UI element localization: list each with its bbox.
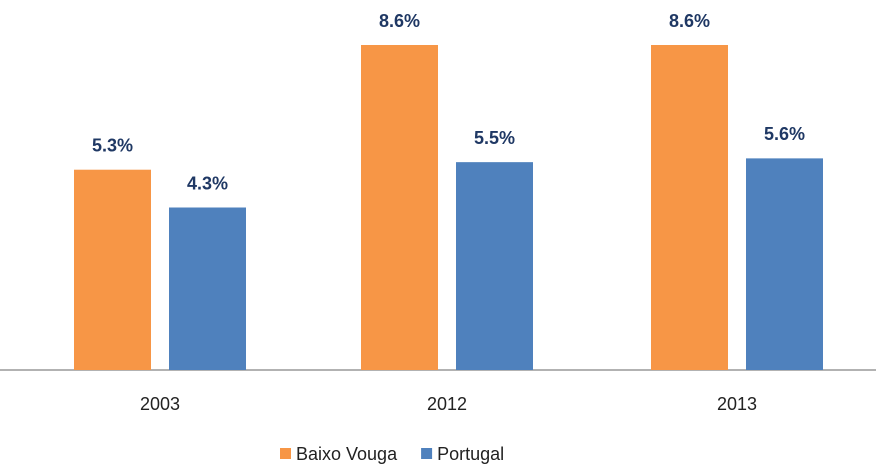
value-label: 5.3% — [92, 135, 133, 155]
bar — [651, 45, 728, 370]
bar — [746, 158, 823, 370]
bar — [361, 45, 438, 370]
x-tick-label: 2003 — [140, 394, 180, 414]
bar — [74, 169, 151, 370]
bar — [456, 162, 533, 370]
legend-label: Baixo Vouga — [296, 444, 398, 464]
legend-swatch — [421, 448, 433, 459]
value-label: 8.6% — [379, 11, 420, 31]
x-tick-label: 2012 — [427, 394, 467, 414]
value-label: 5.6% — [764, 124, 805, 144]
legend-label: Portugal — [437, 444, 504, 464]
bar — [169, 207, 246, 370]
value-label: 5.5% — [474, 128, 515, 148]
value-label: 4.3% — [187, 173, 228, 193]
x-tick-label: 2013 — [717, 394, 757, 414]
legend-swatch — [280, 448, 291, 459]
value-label: 8.6% — [669, 11, 710, 31]
